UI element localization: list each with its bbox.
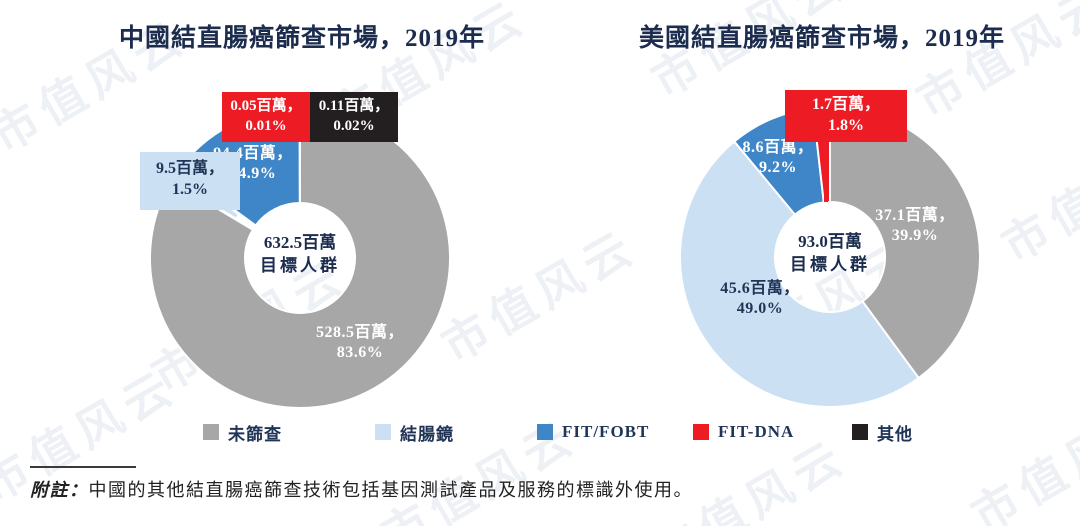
legend-item-fit-fobt: FIT/FOBT — [537, 420, 649, 444]
china-colonoscopy-callout: 9.5百萬， 1.5% — [140, 152, 240, 210]
china-donut-chart: 94.4百萬， 14.9% 528.5百萬， 83.6% 632.5百萬 目標人… — [120, 78, 480, 438]
legend-label: 未篩查 — [228, 424, 282, 444]
target-population-value: 93.0百萬 — [798, 232, 862, 251]
slice-未篩查 — [829, 105, 981, 380]
us-donut-svg — [678, 105, 981, 408]
legend-label: 其他 — [877, 424, 913, 444]
legend-label: 結腸鏡 — [400, 424, 454, 444]
value-text: 528.5百萬， — [315, 324, 404, 341]
pct-text: 9.2% — [759, 159, 797, 176]
fit-dna-swatch — [693, 424, 709, 440]
value-text: 1.7百萬， — [811, 96, 880, 113]
legend-item-other: 其他 — [852, 420, 913, 444]
fit-dna-leader-line — [824, 140, 828, 202]
china-fit-dna-callout: 0.05百萬， 0.01% — [222, 92, 310, 142]
value-text: 0.05百萬， — [230, 98, 302, 114]
slice-結腸鏡 — [678, 140, 921, 408]
pct-text: 1.5% — [172, 180, 208, 198]
value-text: 8.6百萬， — [742, 139, 814, 156]
fit-fobt-swatch — [537, 424, 553, 440]
us-unscreened-label: 37.1百萬， 39.9% — [855, 206, 975, 246]
legend-label: FIT/FOBT — [562, 422, 650, 441]
us-chart-title: 美國結直腸癌篩查市場，2019年 — [638, 25, 1005, 52]
legend-item-fit-dna: FIT-DNA — [693, 420, 794, 444]
us-center-label: 93.0百萬 目標人群 — [760, 231, 900, 277]
pct-text: 0.01% — [245, 117, 287, 134]
us-fit-dna-callout: 1.7百萬， 1.8% — [785, 90, 907, 142]
value-text: 9.5百萬， — [155, 160, 224, 177]
pct-text: 14.9% — [229, 165, 277, 182]
china-chart-title: 中國結直腸癌篩查市場，2019年 — [118, 25, 485, 52]
pct-text: 1.8% — [828, 116, 864, 134]
us-colonoscopy-label: 45.6百萬， 49.0% — [700, 279, 820, 319]
value-text: 45.6百萬， — [720, 280, 800, 297]
colonoscopy-swatch — [375, 424, 391, 440]
china-other-callout: 0.11百萬， 0.02% — [310, 92, 398, 142]
legend: 未篩查 結腸鏡 FIT/FOBT FIT-DNA 其他 — [0, 420, 1080, 446]
us-donut-chart: 8.6百萬， 9.2% 37.1百萬， 39.9% 45.6百萬， 49.0% … — [650, 77, 1010, 437]
china-unscreened-label: 528.5百萬， 83.6% — [300, 323, 420, 363]
pct-text: 83.6% — [336, 344, 384, 361]
china-center-label: 632.5百萬 目標人群 — [230, 232, 370, 278]
footnote-label: 附註： — [30, 480, 89, 500]
legend-label: FIT-DNA — [718, 422, 795, 441]
us-fit-fobt-label: 8.6百萬， 9.2% — [718, 138, 838, 178]
value-text: 37.1百萬， — [875, 207, 955, 224]
footnote-text: 中國的其他結直腸癌篩查技術包括基因測試產品及服務的標識外使用。 — [88, 480, 693, 500]
target-population-text: 目標人群 — [260, 255, 340, 275]
legend-item-unscreened: 未篩查 — [203, 420, 282, 444]
pct-text: 39.9% — [891, 227, 939, 244]
footnote-rule — [30, 466, 136, 468]
unscreened-swatch — [203, 424, 219, 440]
other-swatch — [852, 424, 868, 440]
footnote: 附註：中國的其他結直腸癌篩查技術包括基因測試產品及服務的標識外使用。 — [30, 476, 1050, 502]
target-population-value: 632.5百萬 — [263, 233, 337, 252]
target-population-text: 目標人群 — [790, 254, 870, 274]
pct-text: 49.0% — [736, 300, 784, 317]
pct-text: 0.02% — [333, 117, 375, 134]
legend-item-colonoscopy: 結腸鏡 — [375, 420, 454, 444]
slice-未篩查 — [149, 106, 451, 409]
value-text: 0.11百萬， — [318, 98, 390, 114]
